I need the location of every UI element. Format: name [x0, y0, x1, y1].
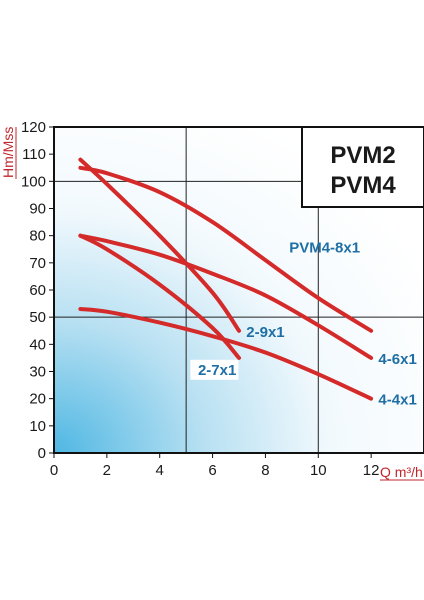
series-line-4-6x1 — [78, 233, 374, 360]
y-tick-label: 10 — [29, 418, 46, 435]
y-tick-label: 90 — [29, 201, 46, 218]
model-line-2: PVM4 — [330, 172, 396, 199]
x-tick-label: 4 — [156, 462, 164, 479]
model-line-1: PVM2 — [330, 142, 395, 169]
y-tick-label: 40 — [29, 336, 46, 353]
series-line-4-4x1 — [78, 307, 374, 401]
curve-label-4-4x1: 4-4x1 — [378, 392, 416, 409]
x-tick-label: 8 — [261, 462, 269, 479]
y-tick-label: 120 — [21, 119, 46, 136]
curve-label-2-7x1: 2-7x1 — [198, 362, 236, 379]
curve-label-bg — [190, 359, 239, 380]
x-axis-label: Q m³/h — [380, 464, 423, 480]
y-tick-label: 80 — [29, 228, 46, 245]
y-axis-label-group: Hm/Mss — [0, 127, 17, 179]
x-tick-label: 0 — [50, 462, 58, 479]
curve-label-2-9x1: 2-9x1 — [246, 324, 284, 341]
curve-labels: PVM4-8x1 2-9x1 4-6x1 2-7x1 4-4x1 — [190, 240, 417, 409]
y-tick-labels: 0 10 20 30 40 50 60 70 80 90 100 110 120 — [21, 119, 54, 462]
x-tick-label: 2 — [103, 462, 111, 479]
model-name-box: PVM2 PVM4 — [301, 126, 424, 208]
y-tick-label: 70 — [29, 255, 46, 272]
series-line-PVM4-8x1 — [78, 165, 374, 333]
y-tick-label: 0 — [38, 445, 46, 462]
y-tick-label: 100 — [21, 173, 46, 190]
y-tick-label: 50 — [29, 309, 46, 326]
model-box-frame — [301, 126, 424, 208]
x-axis-label-group: Q m³/h — [380, 464, 424, 481]
x-tick-label: 12 — [363, 462, 380, 479]
curve-label-PVM4-8x1: PVM4-8x1 — [289, 240, 360, 257]
y-tick-label: 20 — [29, 391, 46, 408]
series-line-2-9x1 — [78, 157, 241, 333]
y-tick-label: 110 — [22, 146, 46, 163]
x-tick-labels: 0 2 4 6 8 10 12 — [50, 453, 380, 479]
curve-label-4-6x1: 4-6x1 — [378, 351, 416, 368]
y-axis-label: Hm/Mss — [0, 127, 16, 178]
y-tick-label: 60 — [29, 282, 46, 299]
x-tick-label: 10 — [310, 462, 327, 479]
series-group — [78, 157, 374, 401]
x-tick-label: 6 — [208, 462, 216, 479]
y-tick-label: 30 — [29, 364, 46, 381]
